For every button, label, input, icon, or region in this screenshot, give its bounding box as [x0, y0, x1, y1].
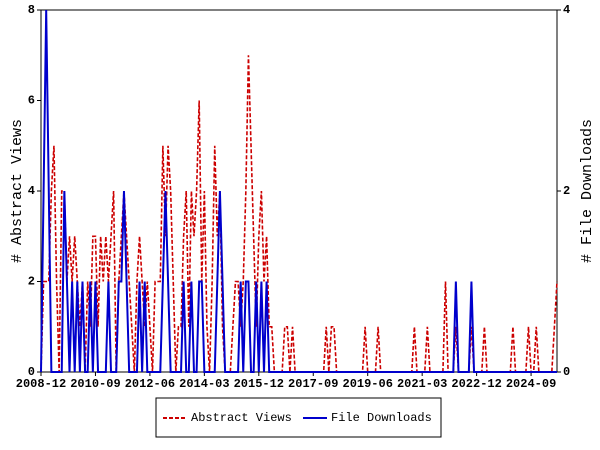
y-tick-label: 6	[28, 94, 35, 108]
y-tick-label: 2	[28, 275, 35, 289]
x-tick-label: 2010-09	[70, 377, 120, 391]
series-line	[40, 9, 557, 373]
y2-axis-title: # File Downloads	[579, 119, 596, 263]
x-tick-label: 2019-06	[343, 377, 393, 391]
legend-label: Abstract Views	[191, 411, 292, 425]
x-tick-label: 2012-06	[125, 377, 175, 391]
y-tick-label: 8	[28, 3, 35, 17]
x-tick-label: 2014-03	[179, 377, 229, 391]
x-tick-label: 2008-12	[16, 377, 66, 391]
legend	[155, 397, 442, 438]
y2-tick-label: 2	[563, 184, 570, 198]
y-tick-label: 0	[28, 365, 35, 379]
y-axis-title: # Abstract Views	[9, 119, 26, 263]
y-tick-label: 4	[28, 184, 35, 198]
x-tick-label: 2017-09	[288, 377, 338, 391]
y2-tick-label: 0	[563, 365, 570, 379]
x-tick-label: 2024-09	[506, 377, 556, 391]
x-tick-label: 2021-03	[397, 377, 447, 391]
legend-label: File Downloads	[331, 411, 432, 425]
y2-tick-label: 4	[563, 3, 570, 17]
x-tick-label: 2022-12	[451, 377, 501, 391]
x-tick-label: 2015-12	[234, 377, 284, 391]
